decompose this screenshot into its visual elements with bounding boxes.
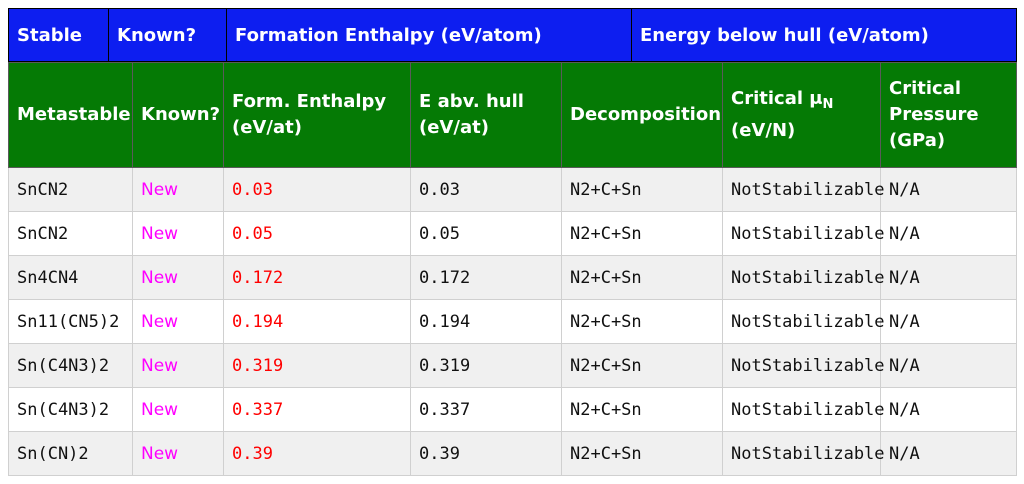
form-enthalpy-header-line1: Form. Enthalpy [232,91,387,112]
critical-pressure-cell: N/A [880,343,1017,388]
critical-mu-column-header: Critical μN (eV/N) [722,62,881,168]
decomposition-cell: N2+C+Sn [561,387,723,432]
form-enthalpy-cell: 0.05 [223,211,411,256]
critical-pressure-column-header: Critical Pressure (GPa) [880,62,1017,168]
decomposition-cell: N2+C+Sn [561,211,723,256]
form-enthalpy-column-header: Form. Enthalpy (eV/at) [223,62,411,168]
e-abv-hull-cell: 0.05 [410,211,562,256]
decomposition-cell: N2+C+Sn [561,343,723,388]
e-abv-hull-column-header: E abv. hull (eV/at) [410,62,562,168]
known-cell: New [132,255,224,300]
e-abv-hull-header-line2: (eV/at) [419,117,489,138]
known-cell: New [132,387,224,432]
table-row: SnCN2 New 0.03 0.03 N2+C+Sn NotStabiliza… [8,167,1017,212]
decomposition-column-header: Decomposition [561,62,723,168]
e-abv-hull-cell: 0.39 [410,431,562,476]
table-row: Sn(CN)2 New 0.39 0.39 N2+C+Sn NotStabili… [8,431,1017,476]
formula-cell: SnCN2 [8,167,133,212]
critical-pressure-cell: N/A [880,255,1017,300]
known-cell: New [132,211,224,256]
stable-column-header: Stable [8,8,109,62]
table-row: Sn(C4N3)2 New 0.319 0.319 N2+C+Sn NotSta… [8,343,1017,388]
critical-mu-cell: NotStabilizable [722,387,885,432]
decomposition-cell: N2+C+Sn [561,431,723,476]
metastable-compounds-table: Metastable Known? Form. Enthalpy (eV/at)… [8,62,1017,476]
critical-mu-cell: NotStabilizable [722,167,885,212]
critical-mu-cell: NotStabilizable [722,211,885,256]
critical-mu-cell: NotStabilizable [722,299,885,344]
known-cell: New [132,343,224,388]
decomposition-cell: N2+C+Sn [561,167,723,212]
e-abv-hull-cell: 0.03 [410,167,562,212]
table-row: Sn4CN4 New 0.172 0.172 N2+C+Sn NotStabil… [8,255,1017,300]
form-enthalpy-cell: 0.39 [223,431,411,476]
critical-pressure-cell: N/A [880,299,1017,344]
critical-mu-cell: NotStabilizable [722,343,885,388]
critical-mu-header-line2: (eV/N) [731,120,796,141]
critical-pressure-header-line3: (GPa) [889,130,946,151]
form-enthalpy-header-line2: (eV/at) [232,117,302,138]
decomposition-cell: N2+C+Sn [561,299,723,344]
critical-pressure-cell: N/A [880,431,1017,476]
form-enthalpy-cell: 0.337 [223,387,411,432]
metastable-header-row: Metastable Known? Form. Enthalpy (eV/at)… [8,62,1017,168]
formula-cell: Sn11(CN5)2 [8,299,133,344]
e-abv-hull-cell: 0.194 [410,299,562,344]
critical-mu-cell: NotStabilizable [722,255,885,300]
critical-pressure-cell: N/A [880,387,1017,432]
formula-cell: Sn(C4N3)2 [8,343,133,388]
formula-cell: Sn(C4N3)2 [8,387,133,432]
critical-mu-cell: NotStabilizable [722,431,885,476]
form-enthalpy-cell: 0.194 [223,299,411,344]
e-abv-hull-header-line1: E abv. hull [419,91,524,112]
critical-pressure-cell: N/A [880,211,1017,256]
stable-header-row: Stable Known? Formation Enthalpy (eV/ato… [8,8,1017,62]
stable-formation-enthalpy-column-header: Formation Enthalpy (eV/atom) [226,8,632,62]
stable-header-table: Stable Known? Formation Enthalpy (eV/ato… [8,8,1017,62]
table-row: SnCN2 New 0.05 0.05 N2+C+Sn NotStabiliza… [8,211,1017,256]
stable-energy-below-hull-column-header: Energy below hull (eV/atom) [631,8,1017,62]
e-abv-hull-cell: 0.319 [410,343,562,388]
critical-mu-header-line1: Critical μ [731,88,823,109]
formula-cell: SnCN2 [8,211,133,256]
formula-cell: Sn(CN)2 [8,431,133,476]
table-row: Sn11(CN5)2 New 0.194 0.194 N2+C+Sn NotSt… [8,299,1017,344]
critical-pressure-header-line2: Pressure [889,104,979,125]
stable-known-column-header: Known? [108,8,227,62]
metastable-column-header: Metastable [8,62,133,168]
e-abv-hull-cell: 0.337 [410,387,562,432]
stable-compounds-table-wrapper: Stable Known? Formation Enthalpy (eV/ato… [8,8,1017,476]
e-abv-hull-cell: 0.172 [410,255,562,300]
critical-pressure-header-line1: Critical [889,78,962,99]
known-cell: New [132,167,224,212]
known-column-header: Known? [132,62,224,168]
metastable-table-body: SnCN2 New 0.03 0.03 N2+C+Sn NotStabiliza… [8,167,1017,476]
critical-pressure-cell: N/A [880,167,1017,212]
formula-cell: Sn4CN4 [8,255,133,300]
form-enthalpy-cell: 0.172 [223,255,411,300]
form-enthalpy-cell: 0.319 [223,343,411,388]
known-cell: New [132,431,224,476]
known-cell: New [132,299,224,344]
decomposition-cell: N2+C+Sn [561,255,723,300]
critical-mu-header-subscript: N [822,97,834,112]
table-row: Sn(C4N3)2 New 0.337 0.337 N2+C+Sn NotSta… [8,387,1017,432]
form-enthalpy-cell: 0.03 [223,167,411,212]
